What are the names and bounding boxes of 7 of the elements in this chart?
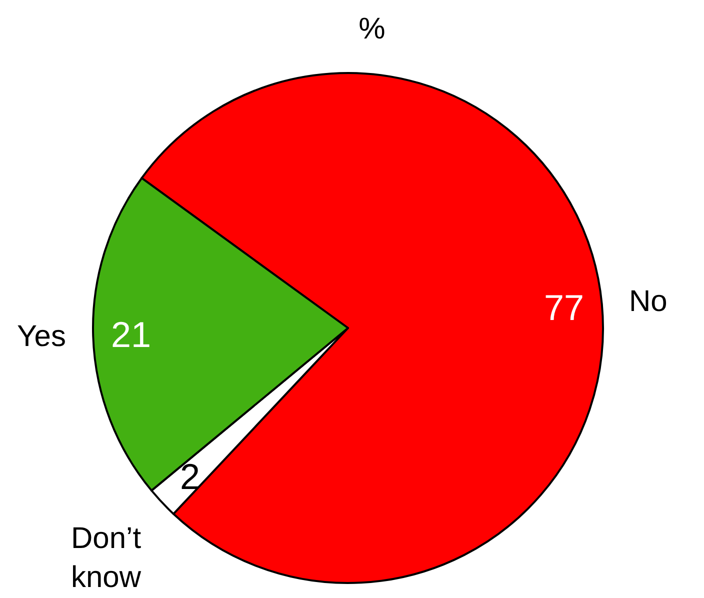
- data-label: 2: [180, 456, 200, 497]
- slice-label: No: [629, 285, 668, 318]
- slice-label: Yes: [17, 320, 66, 353]
- slice-label: Don’t know: [71, 522, 142, 594]
- data-label: 77: [544, 287, 584, 328]
- chart-title: %: [358, 12, 386, 46]
- data-label: 21: [111, 314, 152, 355]
